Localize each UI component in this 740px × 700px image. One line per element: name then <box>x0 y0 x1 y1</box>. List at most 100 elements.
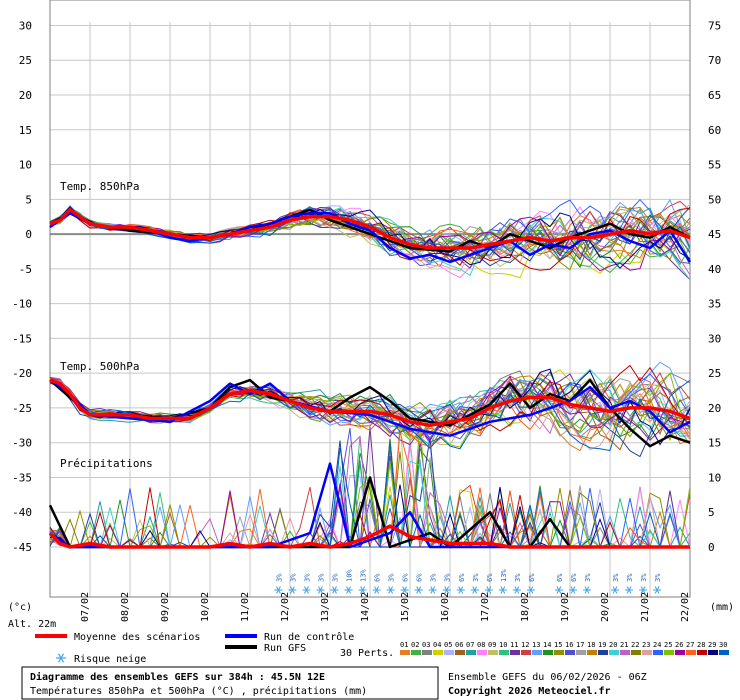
perturbation-swatch <box>466 650 476 655</box>
right-tick-label: 70 <box>708 54 721 67</box>
date-label: 10/02 <box>200 592 211 622</box>
perturbation-swatch <box>521 650 531 655</box>
snow-risk-label: 3% <box>514 573 522 582</box>
left-tick-label: 20 <box>19 89 32 102</box>
left-unit-label: (°c) <box>8 602 32 613</box>
snow-risk-label: 3% <box>626 573 634 582</box>
snow-risk-markers: 3% 3% 3% 3% 3% 10% 13% 6% 3% 6% 6% 3% 3% 6% 3% 6% 13% 3% 6… <box>274 569 662 594</box>
perturbation-label: 22 <box>631 641 639 649</box>
snow-risk-marker <box>274 586 283 594</box>
legend-gfs-label: Run GFS <box>264 643 306 654</box>
right-tick-label: 15 <box>708 437 721 450</box>
date-label: 12/02 <box>280 592 291 622</box>
perturbation-label: 18 <box>587 641 595 649</box>
left-tick-label: 15 <box>19 124 32 137</box>
perturbation-label: 07 <box>466 641 474 649</box>
snowflake-stroke <box>570 586 576 594</box>
perturbation-swatch <box>422 650 432 655</box>
right-tick-label: 65 <box>708 89 721 102</box>
perturbation-label: 09 <box>488 641 496 649</box>
snow-risk-label: 3% <box>640 573 648 582</box>
perturbation-label: 16 <box>565 641 573 649</box>
perturbation-swatch <box>653 650 663 655</box>
snow-risk-marker <box>456 586 465 594</box>
snowflake-stroke <box>374 586 380 594</box>
perturbation-swatch <box>576 650 586 655</box>
perturbation-swatch <box>565 650 575 655</box>
snow-risk-label: 3% <box>584 573 592 582</box>
right-tick-label: 50 <box>708 193 721 206</box>
perturbation-swatch <box>411 650 421 655</box>
date-label: 20/02 <box>600 592 611 622</box>
date-label: 07/02 <box>80 592 91 622</box>
snow-risk-label: 3% <box>472 573 480 582</box>
date-label: 13/02 <box>320 592 331 622</box>
snowflake-stroke <box>486 586 492 594</box>
snow-risk-marker <box>639 586 648 594</box>
perturbation-swatch <box>609 650 619 655</box>
run-info: Ensemble GEFS du 06/02/2026 - 06Z <box>448 672 647 683</box>
perturbation-label: 15 <box>554 641 562 649</box>
snow-risk-label: 3% <box>388 573 396 582</box>
snow-risk-label: 3% <box>303 573 311 582</box>
snow-risk-label: 6% <box>570 573 578 582</box>
snowflake-stroke <box>444 586 450 594</box>
highlighted-series <box>48 207 692 549</box>
copyright: Copyright 2026 Meteociel.fr <box>448 685 611 697</box>
left-tick-label: 30 <box>19 19 32 32</box>
perturbation-swatch <box>719 650 729 655</box>
snowflake-stroke <box>289 586 295 594</box>
snowflake-stroke <box>360 586 366 594</box>
date-label: 14/02 <box>360 592 371 622</box>
snow-risk-label: 3% <box>289 573 297 582</box>
legend-gfs-swatch <box>225 645 257 649</box>
left-tick-label: 5 <box>25 193 32 206</box>
snowflake-stroke <box>416 586 422 594</box>
snowflake-stroke <box>612 586 618 594</box>
date-label: 19/02 <box>560 592 571 622</box>
left-tick-label: -25 <box>12 402 32 415</box>
right-tick-label: 25 <box>708 367 721 380</box>
perturbation-label: 04 <box>433 641 441 649</box>
snow-risk-marker <box>386 586 395 594</box>
snowflake-stroke <box>458 586 464 594</box>
snow-risk-label: 3% <box>318 573 326 582</box>
snow-risk-label: 6% <box>486 573 494 582</box>
snow-risk-label: 6% <box>402 573 410 582</box>
perturbation-label: 30 <box>719 641 727 649</box>
legend-snow-label: Risque neige <box>74 654 146 665</box>
snow-risk-label: 6% <box>416 573 424 582</box>
snowflake-stroke <box>472 586 478 594</box>
right-tick-label: 0 <box>708 541 715 554</box>
left-tick-label: -35 <box>12 471 32 484</box>
perturbation-color-legend: 01 02 03 04 05 06 07 08 09 10 11 12 13 14 15 16 17 18 19 20… <box>400 641 729 655</box>
series-0-t850 <box>49 207 691 250</box>
snow-risk-marker <box>414 586 423 594</box>
member-t500-line <box>49 379 691 452</box>
perturbation-label: 02 <box>411 641 419 649</box>
snow-risk-marker <box>344 586 353 594</box>
perturbation-swatch <box>455 650 465 655</box>
perturbation-swatch <box>631 650 641 655</box>
series-0-precip <box>48 524 690 549</box>
snowflake-stroke <box>303 586 309 594</box>
perturbation-label: 01 <box>400 641 408 649</box>
perturbation-label: 12 <box>521 641 529 649</box>
footer-title: Diagramme des ensembles GEFS sur 384h : … <box>30 671 325 683</box>
snowflake-stroke <box>556 586 562 594</box>
snow-risk-marker <box>330 586 339 594</box>
snowflake-icon <box>56 653 66 663</box>
perturbation-swatch <box>499 650 509 655</box>
left-tick-label: -5 <box>19 263 32 276</box>
member-t500-line <box>49 380 691 440</box>
snow-risk-label: 3% <box>275 573 283 582</box>
snowflake-stroke <box>528 586 534 594</box>
snow-risk-marker <box>428 586 437 594</box>
right-tick-label: 60 <box>708 124 721 137</box>
perturbation-swatch <box>664 650 674 655</box>
snowflake-stroke <box>402 586 408 594</box>
left-tick-label: -45 <box>12 541 32 554</box>
legend-control-swatch <box>225 634 257 638</box>
perturbation-swatch <box>510 650 520 655</box>
date-label: 22/02 <box>680 592 691 622</box>
